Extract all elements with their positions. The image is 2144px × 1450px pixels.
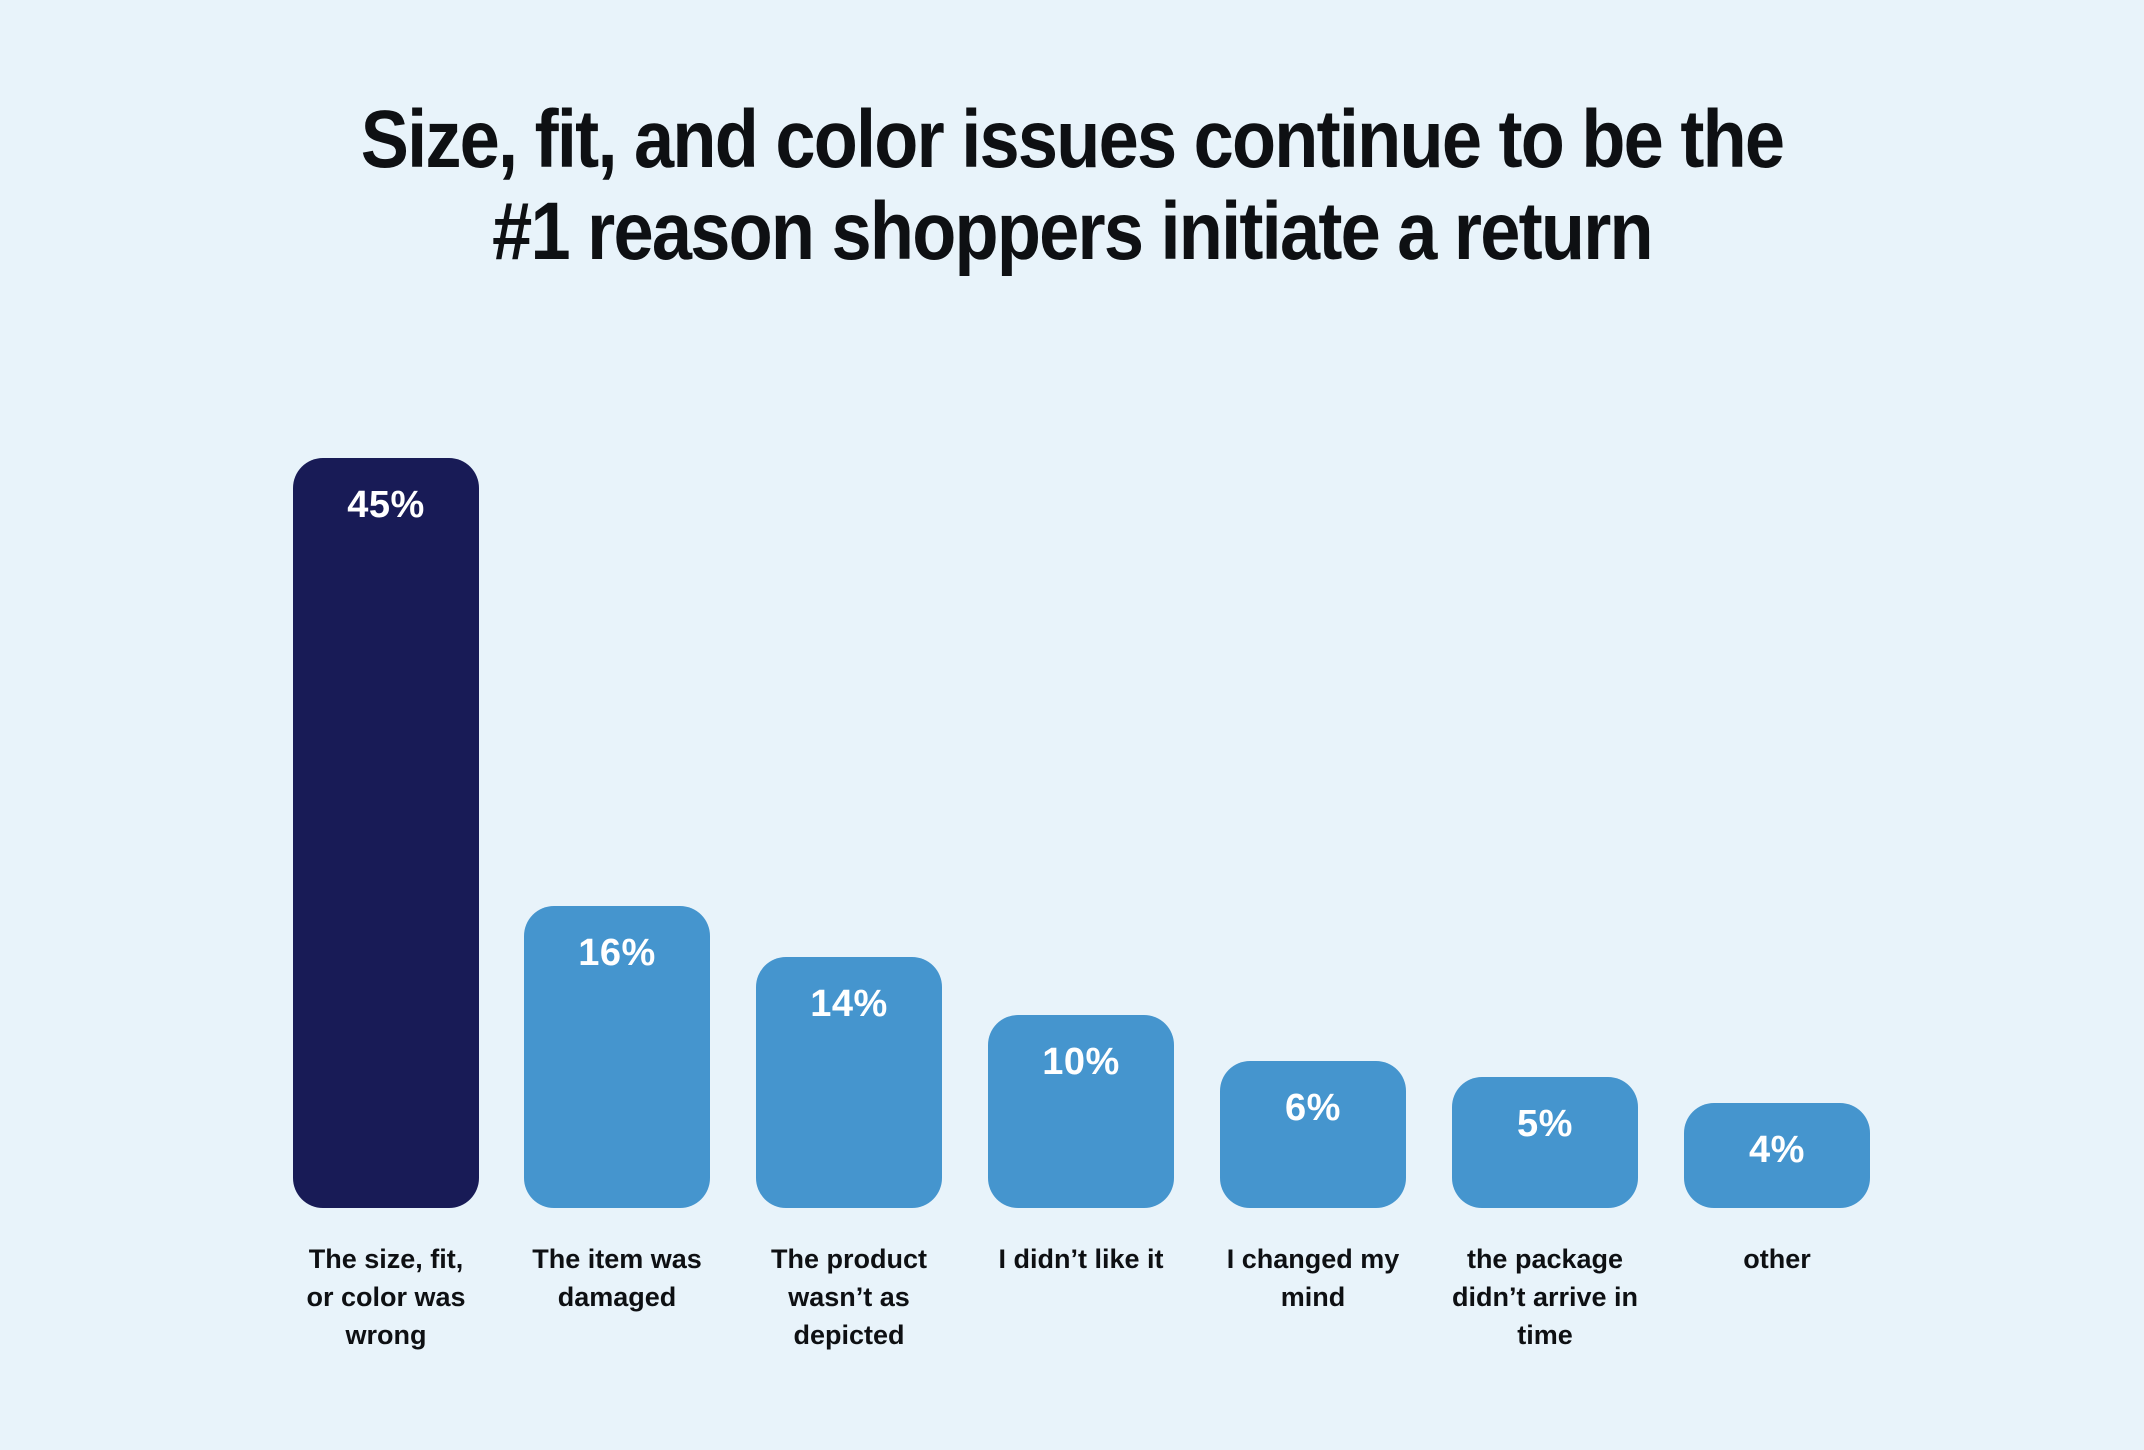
category-label-item-damaged: The item was damaged: [532, 1244, 702, 1312]
bar-value-label: 5%: [1517, 1103, 1573, 1145]
bar-value-label: 16%: [578, 932, 656, 974]
category-label-other: other: [1743, 1244, 1811, 1274]
bar-value-label: 45%: [347, 484, 425, 526]
bar-value-label: 10%: [1042, 1041, 1120, 1083]
chart-title: Size, fit, and color issues continue to …: [129, 94, 2016, 278]
bar-value-label: 6%: [1285, 1087, 1341, 1129]
chart-title-line-2: #1 reason shoppers initiate a return: [492, 186, 1654, 277]
bar-45-percent: 45%: [293, 458, 479, 1208]
category-label-changed-my-mind: I changed my mind: [1226, 1244, 1400, 1312]
category-label-size-fit-color: The size, fit, or color was wrong: [306, 1244, 466, 1350]
bar-4-percent: 4%: [1684, 1103, 1870, 1208]
bar-value-label: 4%: [1749, 1129, 1805, 1171]
bar-14-percent: 14%: [756, 957, 942, 1208]
bar-16-percent: 16%: [524, 906, 710, 1208]
category-label-didnt-arrive: the package didn’t arrive in time: [1451, 1244, 1639, 1350]
bar-5-percent: 5%: [1452, 1077, 1638, 1208]
bar-10-percent: 10%: [988, 1015, 1174, 1208]
bar-6-percent: 6%: [1220, 1061, 1406, 1208]
bar-value-label: 14%: [810, 983, 888, 1025]
category-label-not-as-depicted: The product wasn’t as depicted: [771, 1244, 927, 1350]
chart-title-line-1: Size, fit, and color issues continue to …: [360, 94, 1785, 185]
category-label-didnt-like-it: I didn’t like it: [998, 1244, 1164, 1274]
